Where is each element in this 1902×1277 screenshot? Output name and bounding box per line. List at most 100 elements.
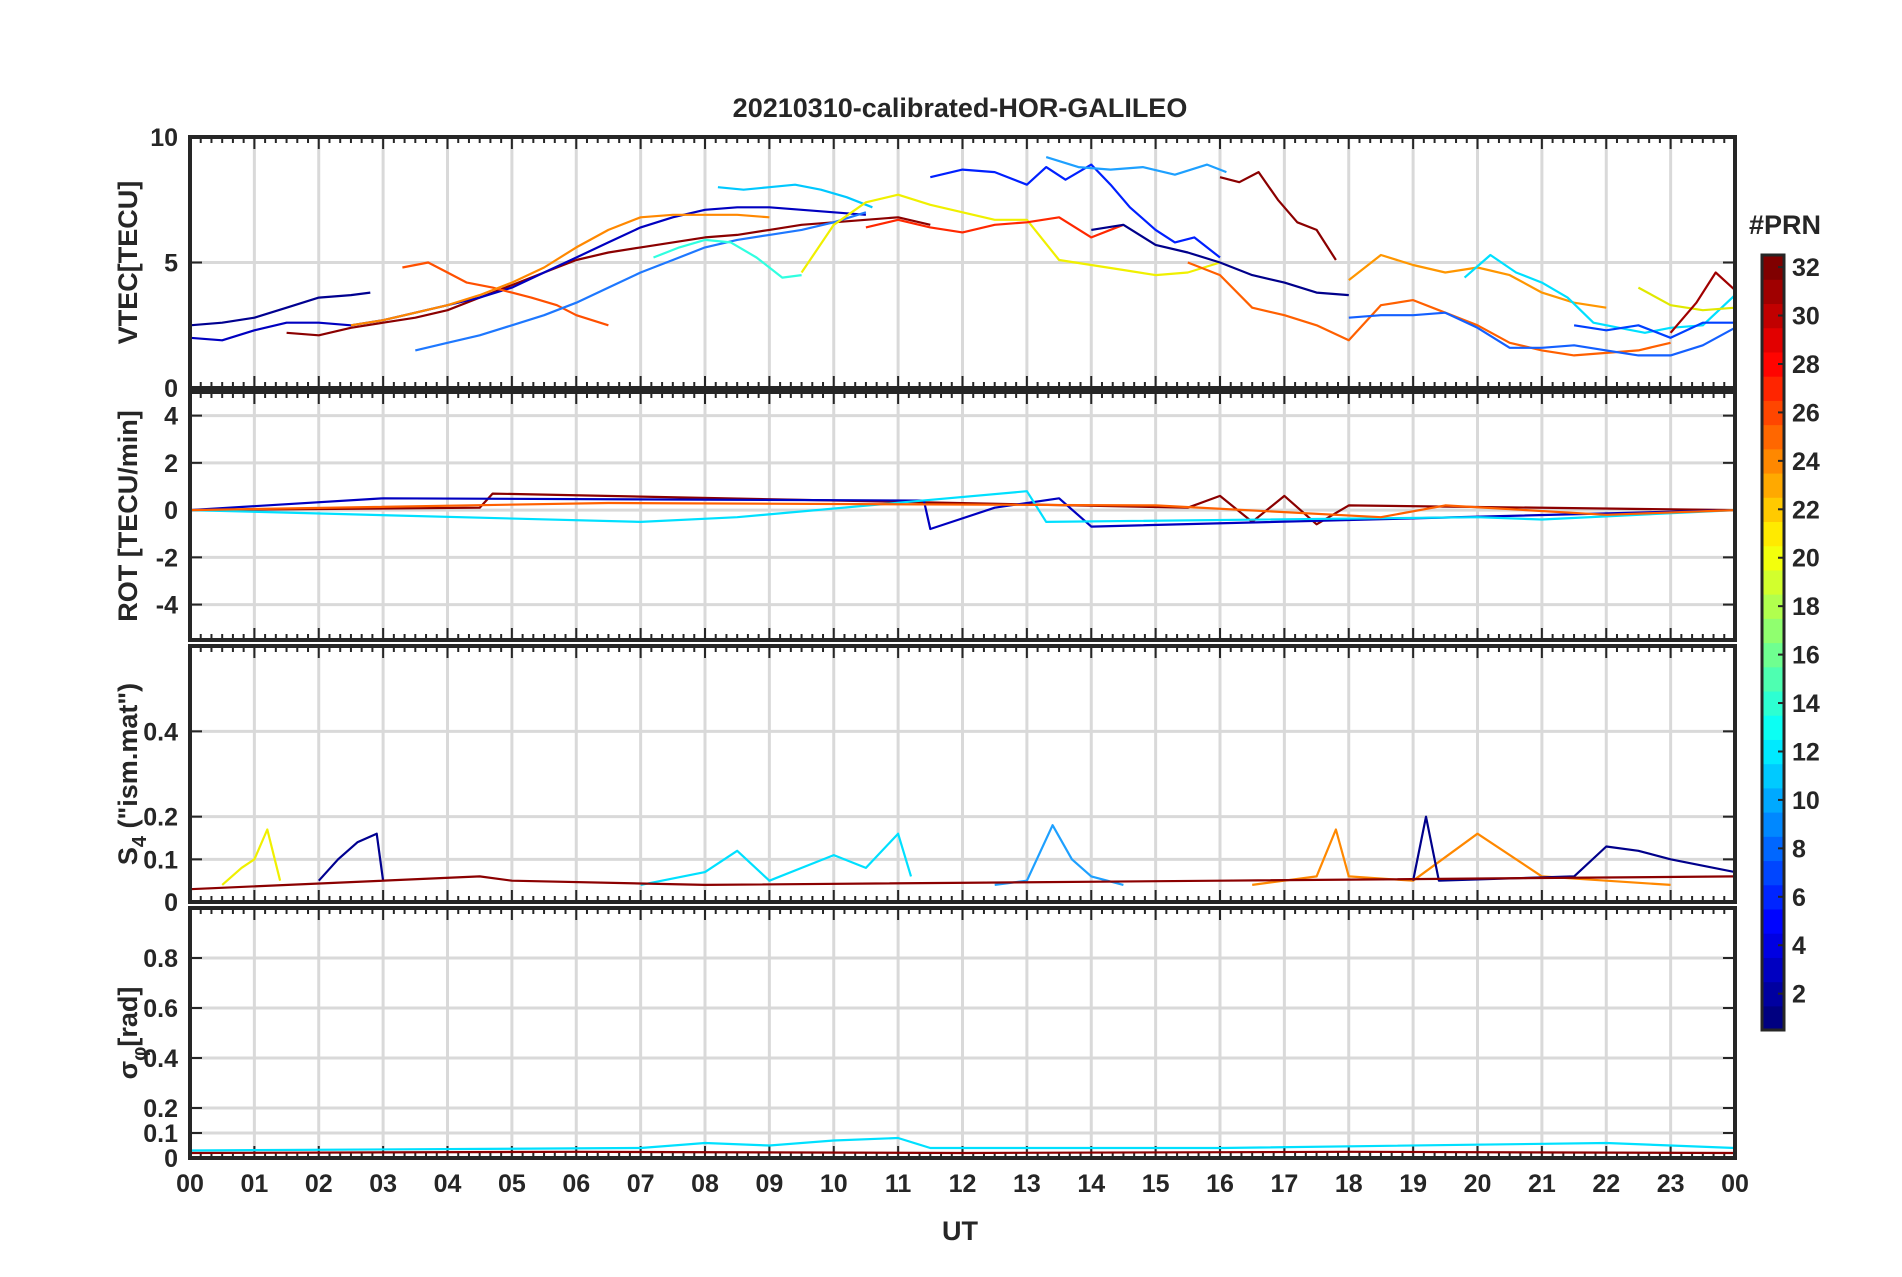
series-line-prn-12 bbox=[640, 832, 913, 886]
colorbar-swatch bbox=[1762, 376, 1784, 401]
x-tick-label: 07 bbox=[627, 1170, 655, 1198]
y-tick-label: 0.4 bbox=[143, 1045, 178, 1073]
colorbar-swatch bbox=[1762, 908, 1784, 934]
x-tick-label: 06 bbox=[562, 1170, 590, 1198]
series-group bbox=[190, 1136, 1735, 1155]
axes-frame bbox=[188, 644, 1737, 904]
colorbar-tick-label: 16 bbox=[1792, 642, 1820, 670]
colorbar-swatch bbox=[1762, 836, 1784, 862]
colorbar-tick-label: 18 bbox=[1792, 593, 1820, 621]
series-line-prn-10 bbox=[994, 824, 1124, 886]
x-tick-label: 16 bbox=[1206, 1170, 1234, 1198]
colorbar-swatch bbox=[1762, 957, 1784, 983]
colorbar-swatch bbox=[1762, 787, 1784, 813]
colorbar-tick-label: 10 bbox=[1792, 787, 1820, 815]
colorbar-tick-label: 14 bbox=[1792, 690, 1820, 718]
series-line-prn-31 bbox=[190, 1150, 1735, 1155]
colorbar-swatch bbox=[1762, 327, 1784, 353]
colorbar-tick-label: 12 bbox=[1792, 738, 1820, 766]
colorbar-swatch bbox=[1762, 666, 1784, 692]
series-line-prn-1 bbox=[1091, 223, 1349, 297]
x-tick-label: 18 bbox=[1335, 1170, 1363, 1198]
y-axis-label-sub: 4 bbox=[129, 835, 151, 847]
colorbar-tick-label: 8 bbox=[1792, 835, 1806, 863]
y-axis-label-sub: φ bbox=[129, 1047, 151, 1061]
colorbar-tick-label: 20 bbox=[1792, 545, 1820, 573]
y-tick-label: 0 bbox=[164, 1145, 178, 1173]
y-tick-label: 10 bbox=[150, 124, 178, 152]
x-tick-label: 08 bbox=[691, 1170, 719, 1198]
colorbar-swatch bbox=[1762, 860, 1784, 886]
series-line-prn-2 bbox=[317, 832, 385, 882]
series-line-prn-3 bbox=[190, 206, 866, 342]
colorbar-swatch bbox=[1762, 884, 1784, 910]
axes-frame bbox=[188, 135, 1737, 390]
series-line-prn-9 bbox=[1348, 311, 1735, 357]
series-line-prn-31 bbox=[286, 216, 931, 337]
series-line-prn-26 bbox=[402, 261, 609, 327]
x-tick-label: 01 bbox=[240, 1170, 268, 1198]
y-axis-label: S4 ("ism.mat") bbox=[113, 683, 151, 865]
colorbar-swatch bbox=[1762, 279, 1784, 305]
panel-3: 00.10.20.4S4 ("ism.mat") bbox=[113, 644, 1737, 917]
y-axis-label-tail: ("ism.mat") bbox=[113, 683, 143, 836]
colorbar-tick-label: 32 bbox=[1792, 254, 1820, 282]
axes-frame bbox=[188, 906, 1737, 1160]
panel-1: 0 5 10 VTEC[TECU] bbox=[113, 124, 1737, 403]
colorbar-swatch bbox=[1762, 739, 1784, 765]
colorbar-frame bbox=[1760, 253, 1786, 1032]
panel-2: -4 -2 0 2 4 ROT [TECU/min] bbox=[113, 390, 1737, 642]
series-line-prn-25 bbox=[190, 501, 1735, 519]
colorbar-tick-label: 6 bbox=[1792, 884, 1806, 912]
x-tick-label: 12 bbox=[949, 1170, 977, 1198]
x-tick-label: 09 bbox=[755, 1170, 783, 1198]
y-tick-label: 5 bbox=[164, 250, 178, 278]
x-tick-label: 19 bbox=[1399, 1170, 1427, 1198]
series-line-prn-13 bbox=[653, 238, 802, 279]
series-line-prn-23 bbox=[350, 213, 770, 327]
colorbar-swatch bbox=[1762, 763, 1784, 789]
y-tick-label: 0.1 bbox=[143, 1120, 178, 1148]
y-tick-label: 0.2 bbox=[143, 804, 178, 832]
colorbar-swatch bbox=[1762, 933, 1784, 958]
y-tick-label: 4 bbox=[164, 403, 178, 431]
colorbar-swatch bbox=[1762, 812, 1784, 837]
y-axis-label-tail: [rad] bbox=[113, 987, 143, 1047]
series-line-prn-20 bbox=[221, 828, 282, 886]
colorbar-swatch bbox=[1762, 594, 1784, 619]
y-tick-label: 0.6 bbox=[143, 995, 178, 1023]
series-line-prn-12 bbox=[190, 1136, 1735, 1152]
x-tick-label: 17 bbox=[1270, 1170, 1298, 1198]
y-axis-label: VTEC[TECU] bbox=[113, 181, 143, 345]
colorbar-swatch bbox=[1762, 545, 1784, 571]
y-tick-label: 0 bbox=[164, 497, 178, 525]
colorbar-swatch bbox=[1762, 569, 1784, 595]
x-tick-label: 13 bbox=[1013, 1170, 1041, 1198]
x-tick-label: 00 bbox=[176, 1170, 204, 1198]
x-tick-label: 23 bbox=[1657, 1170, 1685, 1198]
colorbar-swatch bbox=[1762, 255, 1784, 280]
x-tick-label: 11 bbox=[885, 1170, 912, 1198]
colorbar-swatch bbox=[1762, 497, 1784, 523]
y-tick-label: 0.2 bbox=[143, 1095, 178, 1123]
colorbar-swatch bbox=[1762, 1005, 1784, 1031]
x-tick-label: 22 bbox=[1592, 1170, 1620, 1198]
series-line-prn-2 bbox=[190, 291, 371, 327]
axes-frame bbox=[188, 390, 1737, 642]
x-tick-label: 20 bbox=[1464, 1170, 1492, 1198]
y-axis-label-main: S bbox=[113, 847, 143, 865]
series-line-prn-10 bbox=[1045, 156, 1227, 176]
series-line-prn-19 bbox=[1637, 286, 1735, 312]
colorbar-swatch bbox=[1762, 351, 1784, 377]
chart-title: 20210310-calibrated-HOR-GALILEO bbox=[733, 93, 1188, 123]
series-line-prn-30 bbox=[1669, 271, 1735, 334]
colorbar-tick-label: 24 bbox=[1792, 448, 1820, 476]
colorbar-tick-label: 28 bbox=[1792, 351, 1820, 379]
colorbar-swatch bbox=[1762, 472, 1784, 498]
colorbar-swatch bbox=[1762, 981, 1784, 1007]
y-axis-label-main: σ bbox=[113, 1061, 143, 1079]
series-line-prn-11 bbox=[717, 183, 873, 209]
series-line-prn-12 bbox=[1463, 253, 1735, 334]
